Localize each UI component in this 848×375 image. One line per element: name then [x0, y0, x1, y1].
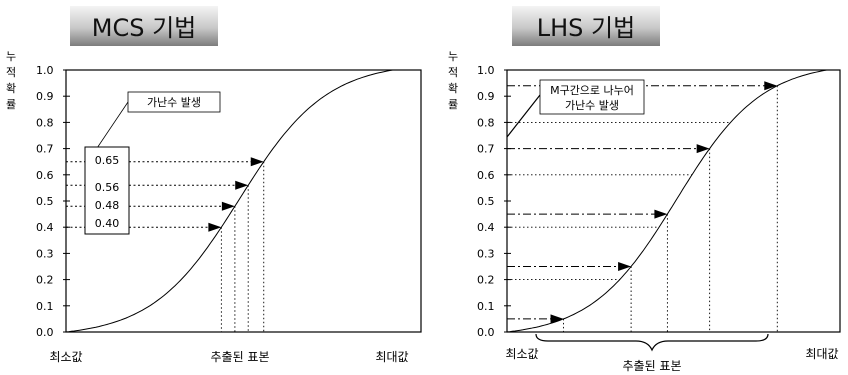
- lhs-callout-line2: 가난수 발생: [565, 99, 619, 112]
- mcs-title: MCS 기법: [92, 14, 197, 42]
- mcs-y-tick-label: 1.0: [36, 64, 54, 77]
- mcs-sample-arrow: [235, 180, 249, 190]
- mcs-ylabel-char: 률: [6, 98, 16, 111]
- lhs-sample-arrow: [764, 81, 778, 91]
- lhs-callout-line1: M구간으로 나누어: [550, 84, 634, 97]
- lhs-y-tick-labels: 1.0 0.9 0.8 0.7 0.6 0.5 0.4 0.3 0.2 0.1 0.0: [477, 64, 511, 339]
- lhs-x-min-label: 최소값: [505, 347, 538, 361]
- lhs-ylabel-char: 확: [448, 82, 458, 95]
- mcs-random-value: 0.65: [95, 154, 120, 167]
- mcs-cdf-curve: [65, 69, 421, 333]
- mcs-random-value: 0.48: [95, 199, 120, 212]
- mcs-y-tick-label: 0.0: [36, 326, 54, 339]
- lhs-callout-leader: [506, 94, 541, 138]
- lhs-sample-lines: [507, 81, 778, 332]
- lhs-y-tick-label: 0.4: [477, 221, 495, 234]
- lhs-y-tick-label: 0.6: [477, 169, 495, 182]
- mcs-x-max-label: 최대값: [375, 350, 408, 364]
- lhs-y-tick-label: 0.7: [477, 143, 495, 156]
- lhs-x-max-label: 최대값: [805, 347, 838, 361]
- mcs-x-min-label: 최소값: [49, 350, 82, 364]
- mcs-random-value: 0.56: [95, 181, 120, 194]
- lhs-y-tick-label: 0.8: [477, 116, 495, 129]
- mcs-sample-arrow: [250, 157, 264, 167]
- mcs-y-tick-label: 0.5: [36, 195, 54, 208]
- mcs-y-tick-label: 0.8: [36, 116, 54, 129]
- mcs-ylabel-char: 적: [6, 66, 16, 79]
- mcs-ylabel: 누 적 확 률: [6, 50, 16, 111]
- mcs-callout-box: [127, 91, 221, 113]
- lhs-sample-arrow: [654, 209, 668, 219]
- mcs-callout-text: 가난수 발생: [147, 96, 201, 109]
- mcs-title-box: MCS 기법: [70, 6, 218, 46]
- mcs-y-tick-label: 0.7: [36, 143, 54, 156]
- lhs-y-tick-label: 1.0: [477, 64, 495, 77]
- lhs-sample-arrow: [696, 144, 710, 154]
- lhs-y-tick-label: 0.3: [477, 247, 495, 260]
- lhs-title: LHS 기법: [537, 14, 635, 42]
- mcs-panel: MCS 기법 누 적 확 률 1.0 0.9 0.8 0.7 0.6 0.5 0.4 0.3 0…: [6, 6, 422, 364]
- lhs-cdf-curve: [506, 69, 840, 333]
- mcs-y-tick-label: 0.3: [36, 247, 54, 260]
- lhs-callout-box: [539, 79, 645, 115]
- lhs-ylabel-char: 적: [448, 66, 458, 79]
- lhs-title-box: LHS 기법: [512, 6, 660, 46]
- lhs-x-mid-label: 추출된 표본: [622, 359, 681, 373]
- lhs-ylabel: 누 적 확 률: [448, 50, 458, 111]
- lhs-sample-arrow: [618, 262, 632, 271]
- mcs-y-tick-label: 0.6: [36, 169, 54, 182]
- mcs-ylabel-char: 누: [6, 50, 16, 63]
- lhs-panel: LHS 기법 누 적 확 률 1.0 0.9 0.8 0.7 0.6 0.5 0.4 0.3 0…: [448, 6, 841, 373]
- lhs-interval-boundaries: [507, 121, 731, 281]
- lhs-y-tick-label: 0.2: [477, 274, 495, 287]
- mcs-y-tick-labels: 1.0 0.9 0.8 0.7 0.6 0.5 0.4 0.3 0.2 0.1 0.0: [36, 64, 70, 339]
- lhs-y-tick-label: 0.1: [477, 300, 495, 313]
- lhs-plot-frame: [506, 69, 841, 333]
- mcs-sample-arrow: [221, 201, 235, 211]
- lhs-ylabel-char: 누: [448, 50, 458, 63]
- lhs-y-tick-label: 0.5: [477, 195, 495, 208]
- lhs-y-tick-label: 0.0: [477, 326, 495, 339]
- lhs-samples-brace: [535, 333, 769, 352]
- mcs-y-tick-label: 0.9: [36, 90, 54, 103]
- mcs-y-tick-label: 0.1: [36, 300, 54, 313]
- mcs-plot-frame: [65, 69, 422, 333]
- lhs-sample-arrow: [550, 314, 564, 324]
- mcs-sample-arrow: [208, 222, 222, 232]
- mcs-random-value: 0.40: [95, 217, 120, 230]
- lhs-y-tick-label: 0.9: [477, 90, 495, 103]
- mcs-x-mid-label: 추출된 표본: [210, 350, 269, 364]
- mcs-y-tick-label: 0.4: [36, 221, 54, 234]
- mcs-ylabel-char: 확: [6, 82, 16, 95]
- lhs-ylabel-char: 률: [448, 98, 458, 111]
- mcs-random-values-box: [84, 146, 130, 235]
- mcs-y-tick-label: 0.2: [36, 274, 54, 287]
